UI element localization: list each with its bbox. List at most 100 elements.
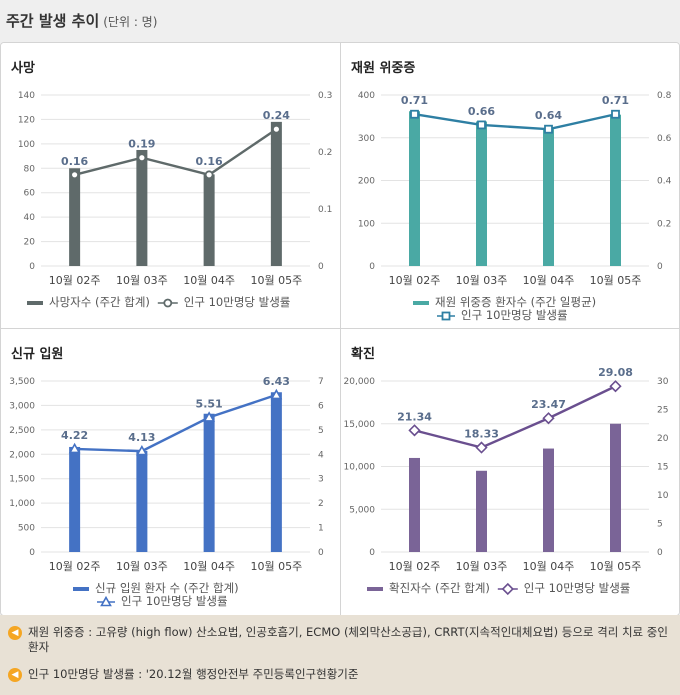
x-tick-label: 10월 04주 [183, 560, 235, 573]
data-label: 0.16 [61, 155, 88, 168]
bar [270, 121, 282, 266]
divider-horizontal [1, 328, 679, 329]
x-tick-label: 10월 04주 [523, 274, 575, 287]
data-label: 0.24 [263, 109, 290, 122]
marker [441, 311, 451, 321]
chart-deaths: 0 20 40 60 80 100 120 140 0 0.1 0.2 0.3 10월 02주 10월 0… [18, 91, 333, 309]
bar [543, 129, 554, 266]
data-label: 4.22 [61, 429, 88, 442]
y-tick-label-right: 5 [318, 426, 324, 436]
data-label: 29.08 [598, 366, 633, 379]
bar [409, 111, 420, 267]
x-tick-label: 10월 05주 [251, 560, 303, 573]
y-tick-label-left: 0 [369, 548, 375, 558]
data-label: 23.47 [531, 398, 566, 411]
y-tick-label-left: 1,000 [9, 499, 35, 509]
y-tick-label-right: 0 [318, 548, 324, 558]
y-tick-label-left: 0 [29, 262, 35, 272]
marker [70, 170, 80, 180]
bar [543, 448, 554, 552]
panel-deaths: 사망 0 20 40 60 80 100 120 140 0 0.1 0.2 0.3 10월 02주 10… [1, 43, 340, 328]
note-item: ◀ 인구 10만명당 발생률 : '20.12월 행정안전부 주민등록인구현황기준 [8, 667, 668, 682]
bar [610, 423, 621, 552]
y-tick-label-right: 6 [318, 401, 324, 411]
bar [69, 168, 81, 266]
marker [271, 124, 281, 134]
y-tick-label-left: 0 [369, 262, 375, 272]
legend-swatch-bar [413, 301, 429, 305]
y-tick-label-left: 140 [18, 91, 35, 101]
legend-label: 사망자수 (주간 합계) [49, 295, 150, 309]
marker [163, 298, 173, 308]
x-tick-label: 10월 05주 [590, 274, 642, 287]
bar [203, 174, 215, 266]
bar [476, 470, 487, 552]
x-tick-label: 10월 02주 [389, 274, 441, 287]
legend-label: 인구 10만명당 발생률 [121, 594, 228, 608]
y-tick-label-right: 1 [318, 524, 324, 534]
data-label: 0.19 [128, 138, 155, 151]
marker [204, 170, 214, 180]
bar [203, 413, 215, 552]
y-tick-label-left: 60 [24, 189, 36, 199]
speaker-icon: ◀ [8, 625, 22, 640]
legend-label: 인구 10만명당 발생률 [524, 581, 631, 595]
y-tick-label-right: 10 [657, 491, 669, 501]
legend-label: 재원 위중증 환자수 (주간 일평균) [435, 295, 596, 309]
x-tick-label: 10월 04주 [183, 274, 235, 287]
y-tick-label-right: 0 [657, 262, 663, 272]
panel-title: 확진 [351, 347, 375, 362]
data-label: 0.66 [468, 105, 495, 118]
x-tick-label: 10월 02주 [49, 274, 101, 287]
bar [610, 114, 621, 266]
y-tick-label-right: 0 [657, 548, 663, 558]
notes-box: ◀ 재원 위중증 : 고유량 (high flow) 산소요법, 인공호흡기, E… [0, 615, 680, 695]
y-tick-label-left: 15,000 [344, 420, 376, 430]
panel-severe: 재원 위중증 0 100 200 300 400 0 0.2 0.4 0.6 0.8 10월 02주… [341, 43, 679, 328]
legend-label: 인구 10만명당 발생률 [184, 295, 291, 309]
series-line [74, 393, 277, 453]
data-label: 6.43 [263, 375, 290, 388]
marker [611, 109, 620, 119]
marker [68, 442, 81, 454]
x-tick-label: 10월 04주 [523, 560, 575, 573]
y-tick-label-left: 10,000 [344, 463, 376, 473]
panel-admissions: 신규 입원 0 500 1,000 1,500 2,000 2,500 3,000 3,500… [1, 329, 340, 615]
divider-vertical [340, 43, 341, 615]
y-tick-label-right: 0.4 [657, 177, 672, 187]
bar [476, 121, 487, 266]
y-tick-label-left: 20,000 [344, 377, 376, 387]
y-tick-label-left: 80 [24, 164, 36, 174]
x-tick-label: 10월 05주 [590, 560, 642, 573]
y-tick-label-right: 3 [318, 475, 324, 485]
y-tick-label-left: 2,500 [9, 426, 35, 436]
y-tick-label-left: 100 [358, 219, 375, 229]
data-label: 0.16 [196, 155, 223, 168]
charts-grid: 사망 0 20 40 60 80 100 120 140 0 0.1 0.2 0.3 10월 02주 10… [0, 42, 680, 616]
note-text: 재원 위중증 : 고유량 (high flow) 산소요법, 인공호흡기, EC… [28, 625, 668, 654]
series-line [414, 385, 617, 449]
y-tick-label-left: 2,000 [9, 450, 35, 460]
bar [409, 457, 420, 552]
data-label: 0.71 [401, 94, 428, 107]
y-tick-label-right: 5 [657, 520, 663, 530]
y-tick-label-right: 0.3 [318, 91, 332, 101]
y-tick-label-left: 400 [358, 91, 375, 101]
x-tick-label: 10월 05주 [251, 274, 303, 287]
series-line [414, 113, 616, 131]
y-tick-label-right: 30 [657, 377, 669, 387]
data-label: 21.34 [397, 410, 432, 423]
y-tick-label-left: 5,000 [349, 505, 375, 515]
y-tick-label-left: 1,500 [9, 475, 35, 485]
y-tick-label-right: 0.6 [657, 134, 672, 144]
y-tick-label-left: 40 [24, 213, 36, 223]
x-tick-label: 10월 03주 [456, 274, 508, 287]
marker [410, 109, 419, 119]
x-tick-label: 10월 03주 [116, 274, 168, 287]
bar [136, 149, 148, 266]
marker [203, 411, 215, 422]
y-tick-label-right: 0.1 [318, 205, 332, 215]
legend-label: 확진자수 (주간 합계) [389, 581, 490, 595]
series-line [74, 128, 278, 177]
y-tick-label-left: 100 [18, 140, 35, 150]
